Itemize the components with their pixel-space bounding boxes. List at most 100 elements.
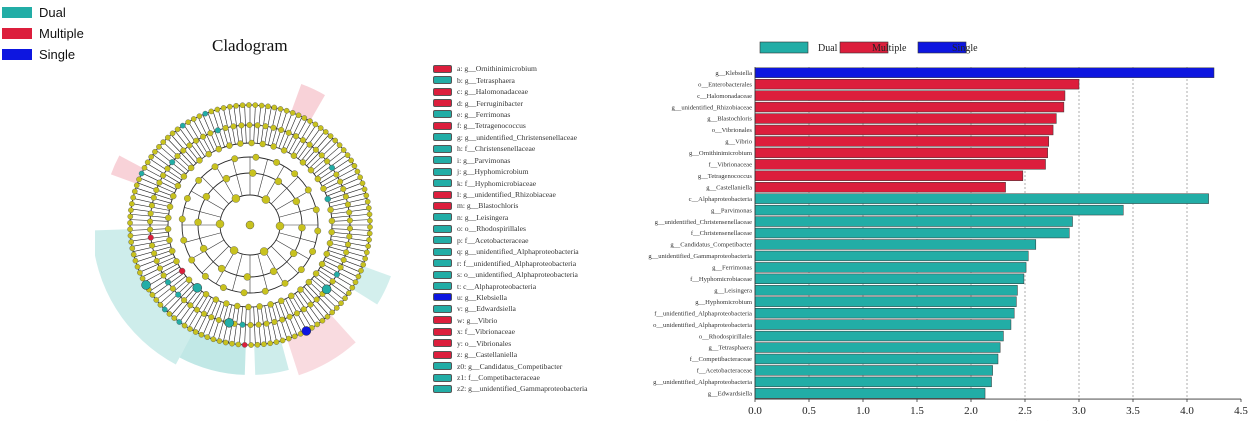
cladogram-node: [270, 124, 277, 131]
cladogram-node: [320, 185, 327, 192]
cladogram-node: [346, 290, 352, 296]
cladogram-node-highlight: [321, 284, 332, 295]
cladogram-node: [215, 317, 222, 324]
cladogram-node: [147, 210, 154, 217]
taxa-label: a: g__Ornithinimicrobium: [457, 64, 537, 74]
cladogram-node: [256, 303, 263, 310]
cladogram-node: [239, 321, 246, 328]
cladogram-node: [153, 297, 160, 303]
cladogram-node: [202, 192, 211, 201]
taxa-legend-item: u: g__Klebsiella: [433, 292, 588, 303]
cladogram-node: [273, 159, 280, 166]
taxa-legend-item: o: o__Rhodospirillales: [433, 223, 588, 234]
cladogram-node: [147, 234, 154, 241]
cladogram-node: [306, 141, 313, 148]
cladogram-node: [178, 215, 186, 223]
cladogram-node: [160, 139, 167, 145]
cladogram-node: [220, 284, 227, 291]
cladogram-node: [215, 219, 225, 229]
lda-bar: [754, 376, 992, 388]
cladogram-branch: [207, 112, 222, 149]
cladogram-node: [286, 313, 293, 320]
lda-bar-label: g__Parvimonas: [711, 207, 752, 214]
cladogram-node: [313, 296, 320, 303]
cladogram-node: [327, 133, 334, 139]
cladogram-node: [230, 123, 237, 130]
cladogram-node: [271, 318, 278, 325]
cladogram-node: [366, 211, 373, 218]
cladogram-node: [340, 186, 347, 193]
cladogram-node: [267, 301, 274, 308]
cladogram-node: [307, 118, 313, 124]
cladogram-node: [318, 152, 325, 159]
cladogram-node: [289, 110, 296, 116]
cladogram-node: [344, 152, 351, 158]
cladogram-branch: [285, 116, 303, 152]
cladogram-node: [234, 302, 241, 310]
cladogram-node: [360, 261, 367, 268]
lda-legend-swatch: [759, 41, 809, 54]
cladogram-node: [248, 342, 254, 348]
taxa-label: z1: f__Competibacteraceae: [457, 373, 540, 383]
cladogram-node: [176, 319, 183, 325]
taxa-label: y: o__Vibrionales: [457, 338, 512, 348]
lda-bar-label: g__unidentified_Alphaproteobacteria: [653, 379, 752, 386]
cladogram-node: [312, 121, 319, 128]
cladogram-node: [297, 286, 304, 293]
cladogram-node: [164, 134, 171, 141]
cladogram-node: [227, 103, 233, 110]
cladogram-branch: [144, 263, 178, 283]
cladogram-branch: [322, 167, 356, 187]
cladogram-node: [187, 326, 193, 332]
lda-bar-label: f__Vibrionaceae: [708, 162, 752, 169]
cladogram-node: [196, 157, 203, 164]
cladogram-node: [129, 201, 135, 207]
cladogram-node: [166, 311, 173, 317]
cladogram-node: [317, 125, 324, 131]
cladogram-branch: [135, 187, 173, 200]
cladogram-node: [329, 309, 336, 316]
cladogram-node: [319, 317, 326, 324]
lda-bar: [754, 216, 1073, 227]
taxa-swatch: [433, 87, 452, 96]
cladogram-node: [137, 269, 143, 276]
taxa-swatch: [433, 99, 452, 108]
cladogram-node: [170, 192, 177, 200]
lda-bar-label: o__Vibrionales: [712, 127, 753, 134]
lda-bar-label: f__Christensenellaceae: [691, 230, 752, 237]
cladogram-branch: [215, 165, 236, 200]
cladogram-node: [204, 334, 211, 340]
cladogram-node: [252, 153, 260, 161]
cladogram-node: [285, 335, 292, 342]
lda-x-tick-label: 2.5: [1018, 405, 1032, 417]
cladogram-node: [241, 342, 248, 348]
cladogram-node: [355, 273, 362, 280]
lda-x-tick-label: 3.5: [1126, 405, 1140, 417]
clade-sector-dual: [351, 266, 391, 305]
taxa-label: l: g__unidentified_Rhizobiaceae: [457, 190, 556, 200]
lda-legend-swatch: [839, 41, 889, 54]
taxa-legend-item: n: g__Leisingera: [433, 212, 588, 223]
lda-x-tick-label: 4.5: [1234, 405, 1248, 417]
cladogram-node: [367, 224, 373, 230]
cladogram-node: [366, 237, 372, 243]
cladogram-node: [174, 153, 181, 160]
cladogram-node: [259, 247, 269, 256]
cladogram-node: [332, 137, 339, 144]
taxa-label: c: g__Halomonadaceae: [457, 87, 529, 97]
lda-bar: [754, 124, 1054, 136]
lda-bar: [754, 273, 1025, 284]
cladogram-node: [147, 218, 154, 225]
cladogram-node: [246, 102, 252, 108]
taxa-swatch: [433, 293, 452, 302]
taxa-legend-item: q: g__unidentified_Alphaproteobacteria: [433, 246, 588, 257]
cladogram-node: [184, 195, 191, 202]
cladogram-node: [144, 159, 151, 166]
cladogram-node: [288, 292, 295, 300]
taxa-label: b: g__Tetrasphaera: [457, 75, 515, 85]
cladogram-node-highlight: [301, 326, 312, 336]
cladogram-node: [364, 249, 370, 256]
cladogram-node: [173, 258, 180, 265]
taxa-label: z0: g__Candidatus_Competibacter: [457, 361, 563, 371]
clade-sector-dual: [179, 329, 246, 375]
